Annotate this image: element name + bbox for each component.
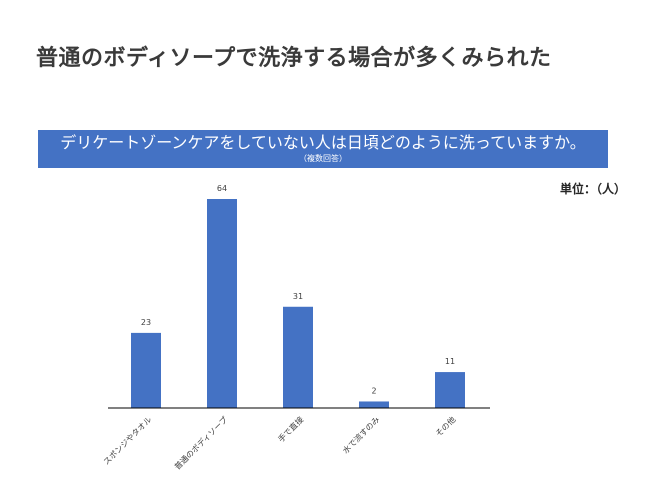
bars-group [131, 199, 465, 408]
question-banner: デリケートゾーンケアをしていない人は日頃どのように洗っていますか。 （複数回答） [38, 130, 608, 168]
bar-0 [131, 332, 161, 408]
bar-value-label-3: 2 [371, 386, 376, 395]
page-headline: 普通のボディソープで洗浄する場合が多くみられた [36, 46, 552, 71]
bar-value-label-4: 11 [445, 357, 455, 366]
category-label-4: その他 [433, 414, 457, 438]
category-label-0: スポンジやタオル [102, 415, 154, 467]
unit-label: 単位：（人） [560, 182, 627, 196]
category-labels-group: スポンジやタオル 普通のボディソープ 手で直接 水で流すのみ その他 [102, 414, 458, 471]
question-text: デリケートゾーンケアをしていない人は日頃どのように洗っていますか。 [60, 133, 586, 152]
category-label-1: 普通のボディソープ [172, 414, 229, 471]
bar-value-label-1: 64 [217, 184, 227, 193]
category-label-3: 水で流すのみ [340, 414, 381, 455]
bar-4 [435, 372, 465, 408]
value-labels-group: 23 64 31 2 11 [141, 184, 455, 395]
category-label-2: 手で直接 [276, 414, 306, 444]
bar-1 [207, 199, 237, 408]
bar-3 [359, 401, 389, 408]
bar-value-label-0: 23 [141, 318, 151, 327]
question-note: （複数回答） [299, 154, 347, 163]
bar-2 [283, 306, 313, 408]
bar-value-label-2: 31 [293, 292, 303, 301]
